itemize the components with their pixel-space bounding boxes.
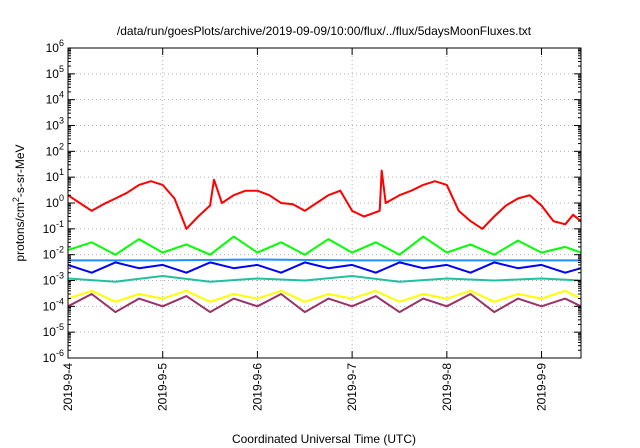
x-tick-label: 2019-9-6 xyxy=(250,363,264,411)
x-axis-title: Coordinated Universal Time (UTC) xyxy=(232,432,416,446)
series-line-6 xyxy=(67,289,582,303)
x-tick-label: 2019-9-8 xyxy=(440,363,454,411)
y-tick-label: 104 xyxy=(46,90,64,107)
y-tick-label: 10-1 xyxy=(43,219,64,236)
series-line-5 xyxy=(67,275,582,283)
y-tick-label: 105 xyxy=(46,64,64,81)
y-tick-label: 10-6 xyxy=(43,348,64,365)
chart-title: /data/run/goesPlots/archive/2019-09-09/1… xyxy=(117,24,532,38)
x-tick-label: 2019-9-9 xyxy=(535,363,549,411)
series-line-2 xyxy=(67,235,582,256)
tick-labels: 10-6 10-5 10-4 10-3 10-2 10-1 100 101 102 103 104 1… xyxy=(43,38,549,411)
x-tick-label: 2019-9-5 xyxy=(156,363,170,411)
y-tick-label: 10-5 xyxy=(43,322,64,339)
y-tick-label: 102 xyxy=(46,141,64,158)
y-tick-label: 101 xyxy=(46,167,64,184)
y-axis-title: protons/cm2-s-sr-MeV xyxy=(11,144,27,261)
y-tick-label: 100 xyxy=(46,193,64,210)
series-line-1 xyxy=(67,169,582,230)
series-line-7 xyxy=(67,293,582,314)
x-tick-label: 2019-9-7 xyxy=(345,363,359,411)
y-tick-label: 103 xyxy=(46,116,64,133)
y-tick-label: 106 xyxy=(46,38,64,55)
axis-ticks xyxy=(67,47,581,359)
grid-lines xyxy=(68,48,581,358)
y-tick-label: 10-2 xyxy=(43,245,64,262)
x-tick-label: 2019-9-4 xyxy=(61,363,75,411)
y-tick-label: 10-4 xyxy=(43,296,64,313)
series-line-3 xyxy=(67,261,582,274)
series-line-4 xyxy=(68,258,581,262)
series-lines xyxy=(67,169,582,314)
y-tick-label: 10-3 xyxy=(43,271,64,288)
